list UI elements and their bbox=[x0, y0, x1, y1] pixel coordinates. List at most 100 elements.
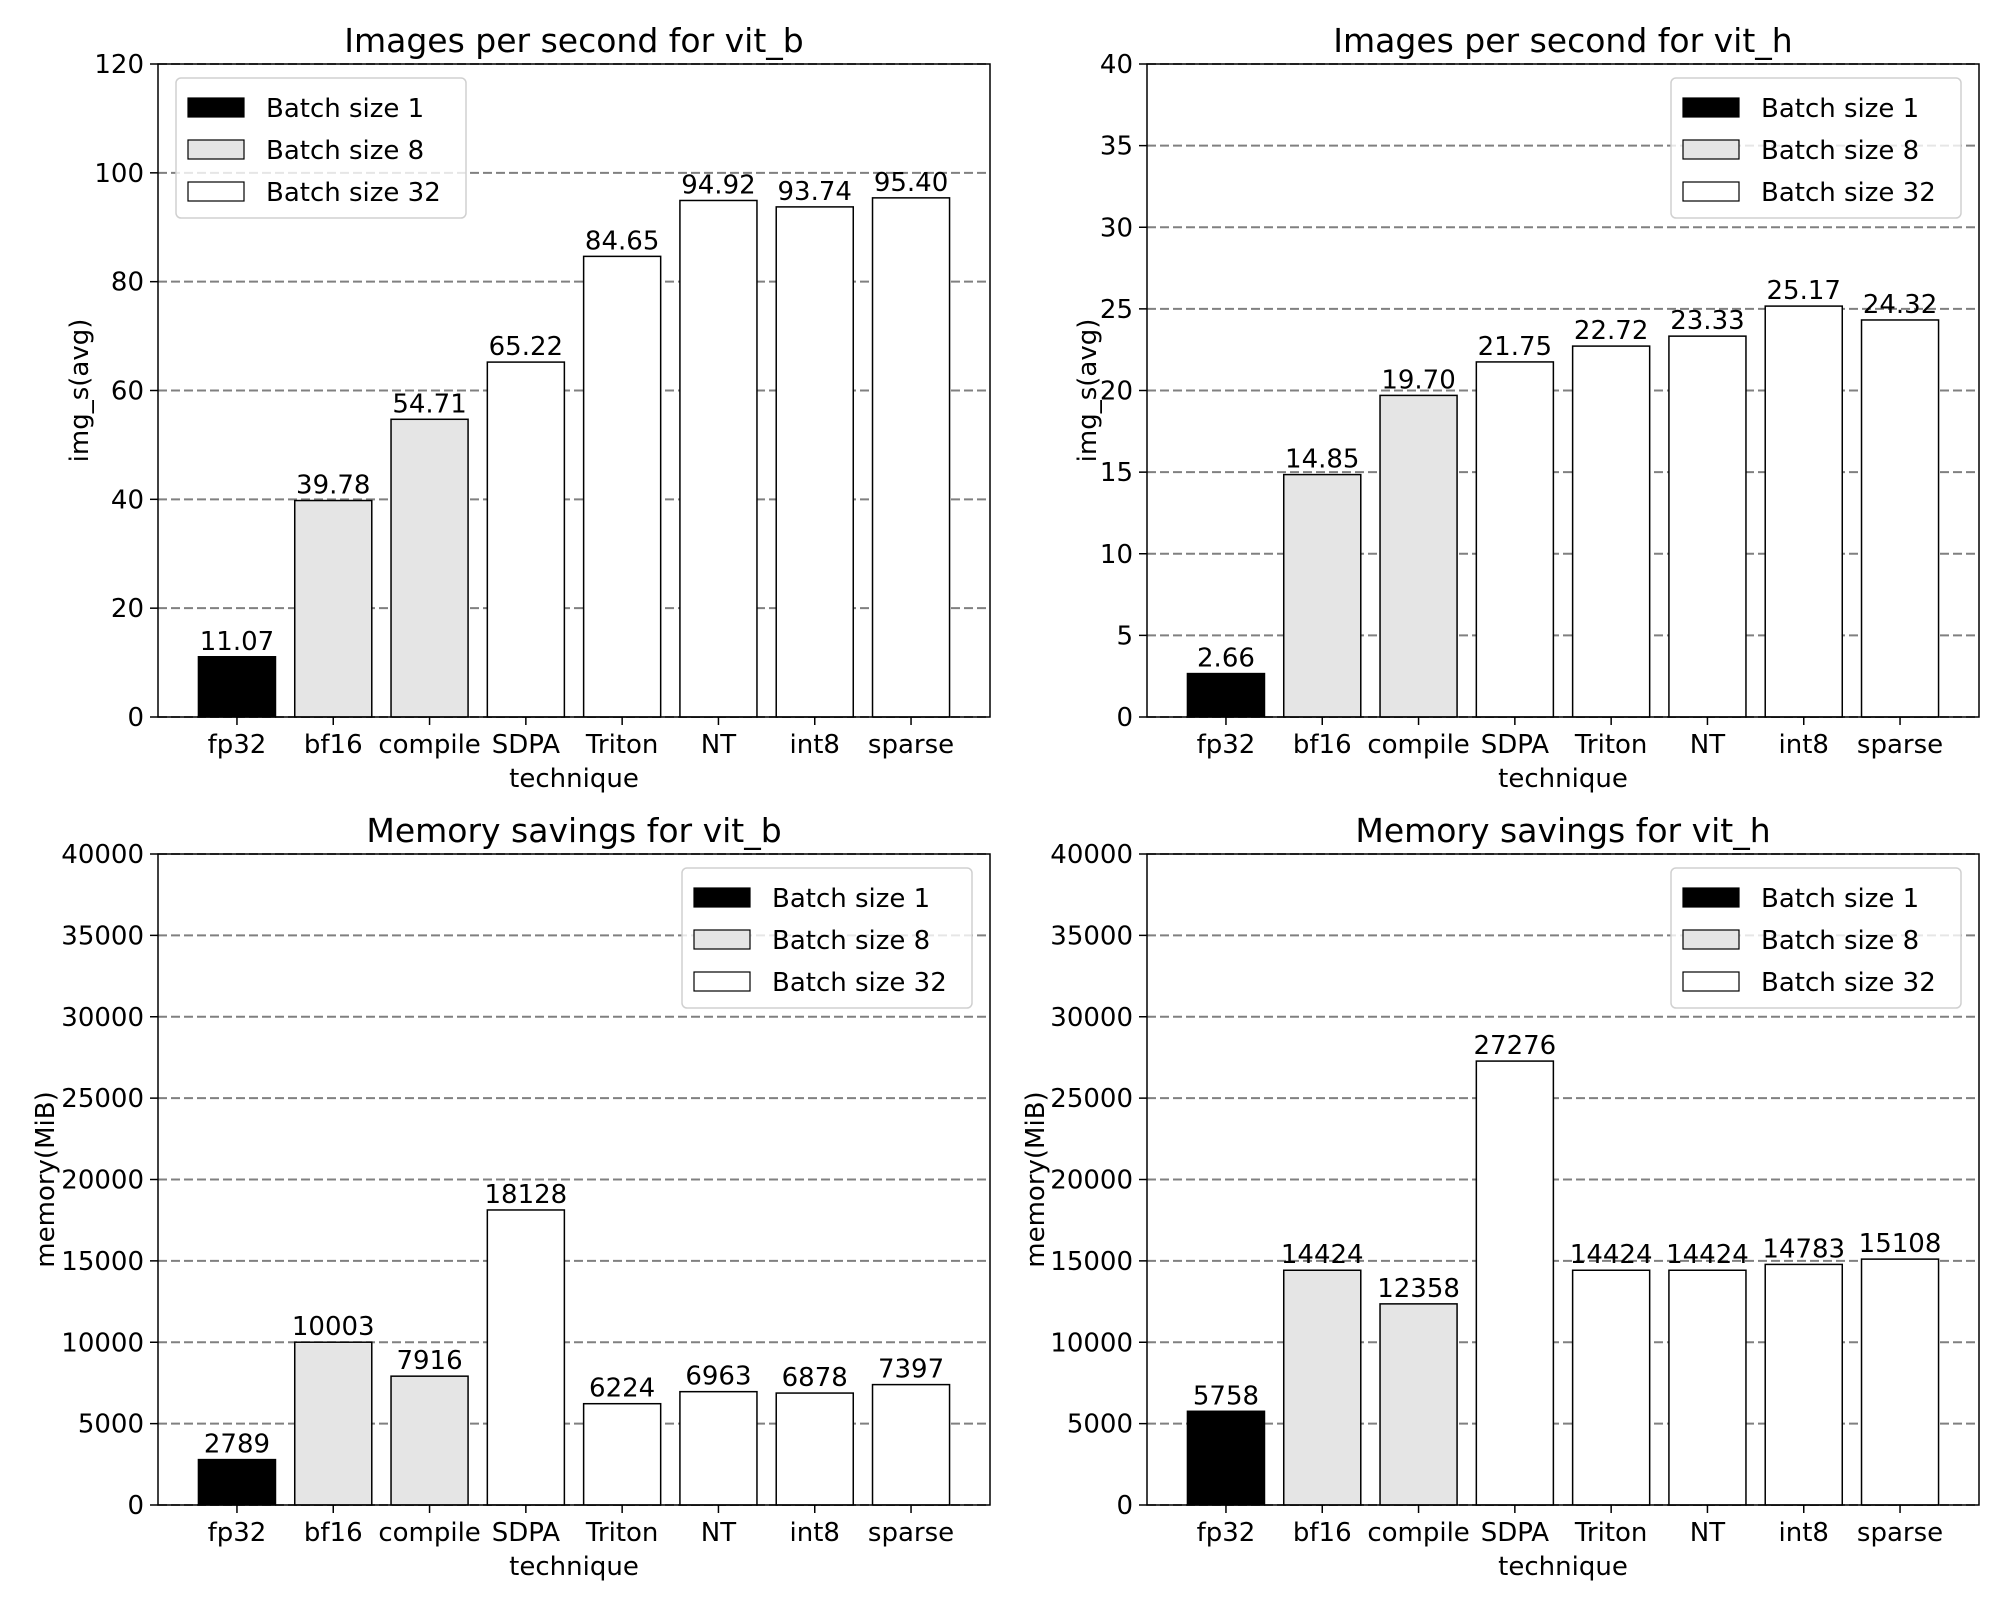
x-tick-label: bf16 bbox=[1293, 1518, 1352, 1548]
bar-value-label: 15108 bbox=[1859, 1229, 1942, 1259]
y-tick-label: 15 bbox=[1100, 458, 1133, 488]
bar-value-label: 14424 bbox=[1281, 1240, 1364, 1270]
y-tick-label: 5 bbox=[1116, 621, 1133, 651]
y-axis-label: img_s(avg) bbox=[65, 319, 95, 463]
legend-box bbox=[681, 867, 973, 1009]
x-axis-label: technique bbox=[509, 764, 639, 794]
bar-value-label: 19.70 bbox=[1381, 365, 1455, 395]
bar-value-label: 11.07 bbox=[200, 627, 274, 657]
bar-bf16 bbox=[293, 1341, 373, 1506]
x-axis-label: technique bbox=[509, 1552, 639, 1582]
legend-label: Batch size 8 bbox=[1761, 926, 1919, 956]
y-tick-label: 120 bbox=[94, 50, 144, 80]
bar-value-label: 84.65 bbox=[585, 226, 659, 256]
axes-frame bbox=[1146, 63, 1980, 718]
y-tick-label: 35 bbox=[1100, 132, 1133, 162]
bar-value-label: 95.40 bbox=[874, 168, 948, 198]
bar-value-label: 14424 bbox=[1570, 1240, 1653, 1270]
y-tick-label: 35000 bbox=[61, 921, 144, 951]
chart-1: 0 5 10 15 20 25 30 35 40 2.66 fp32 14.85 bf16 19.70 co… bbox=[1073, 21, 1980, 794]
bar-value-label: 14783 bbox=[1762, 1234, 1845, 1264]
bar-value-label: 2789 bbox=[204, 1430, 270, 1460]
chart-0: 0 20 40 60 80 100 120 11.07 fp32 39.78 bf16 54.71 co… bbox=[65, 21, 991, 794]
legend: Batch size 1 Batch size 8 Batch size 32 bbox=[175, 77, 467, 219]
x-tick-label: SDPA bbox=[1481, 1518, 1550, 1548]
y-tick-label: 0 bbox=[1116, 1491, 1133, 1521]
x-tick-label: fp32 bbox=[1197, 730, 1256, 760]
x-tick-label: sparse bbox=[1857, 730, 1943, 760]
bar-value-label: 65.22 bbox=[489, 332, 563, 362]
y-tick-label: 40000 bbox=[61, 840, 144, 870]
x-axis-label: technique bbox=[1498, 764, 1628, 794]
bar-value-label: 21.75 bbox=[1478, 332, 1552, 362]
bar-value-label: 5758 bbox=[1193, 1381, 1259, 1411]
legend-box bbox=[175, 77, 467, 219]
legend-swatch bbox=[1682, 887, 1740, 908]
bar-value-label: 25.17 bbox=[1767, 276, 1841, 306]
x-tick-label: bf16 bbox=[304, 1518, 363, 1548]
x-tick-label: compile bbox=[378, 1518, 480, 1548]
y-tick-label: 100 bbox=[94, 159, 144, 189]
legend-swatch bbox=[187, 97, 245, 118]
x-tick-label: NT bbox=[1690, 1518, 1725, 1548]
y-tick-label: 30000 bbox=[1050, 1003, 1133, 1033]
x-tick-label: compile bbox=[1367, 1518, 1469, 1548]
bar-sparse bbox=[1860, 1258, 1940, 1506]
x-tick-label: NT bbox=[701, 1518, 736, 1548]
bar-bf16 bbox=[1282, 1269, 1362, 1506]
bar-value-label: 6224 bbox=[589, 1374, 655, 1404]
legend-swatch bbox=[693, 887, 751, 908]
x-tick-label: Triton bbox=[1574, 1518, 1648, 1548]
y-tick-label: 80 bbox=[111, 268, 144, 298]
bar-value-label: 18128 bbox=[484, 1180, 567, 1210]
bar-value-label: 23.33 bbox=[1670, 306, 1744, 336]
bar-int8 bbox=[775, 206, 855, 718]
legend-label: Batch size 32 bbox=[1761, 178, 1936, 208]
x-tick-label: Triton bbox=[585, 730, 659, 760]
y-axis-label: img_s(avg) bbox=[1073, 319, 1103, 463]
legend-swatch bbox=[1682, 97, 1740, 118]
x-tick-label: int8 bbox=[1779, 730, 1829, 760]
y-axis-label: memory(MiB) bbox=[31, 1091, 61, 1267]
y-tick-label: 30 bbox=[1100, 213, 1133, 243]
legend-label: Batch size 8 bbox=[266, 136, 424, 166]
bar-bf16 bbox=[1282, 473, 1362, 718]
bar-value-label: 24.32 bbox=[1863, 290, 1937, 320]
x-tick-label: sparse bbox=[868, 1518, 954, 1548]
y-tick-label: 40000 bbox=[1050, 840, 1133, 870]
y-tick-label: 5000 bbox=[78, 1410, 144, 1440]
axes-frame bbox=[157, 63, 991, 718]
legend-label: Batch size 32 bbox=[772, 968, 947, 998]
y-tick-label: 60 bbox=[111, 377, 144, 407]
bar-NT bbox=[1668, 335, 1747, 718]
x-tick-label: Triton bbox=[1574, 730, 1648, 760]
y-tick-label: 20 bbox=[111, 594, 144, 624]
bar-fp32 bbox=[1186, 1410, 1266, 1506]
legend-swatch bbox=[1682, 181, 1740, 202]
y-tick-label: 10000 bbox=[61, 1328, 144, 1358]
y-tick-label: 35000 bbox=[1050, 921, 1133, 951]
y-tick-label: 5000 bbox=[1067, 1410, 1133, 1440]
x-tick-label: Triton bbox=[585, 1518, 659, 1548]
bar-fp32 bbox=[197, 1458, 277, 1506]
bar-compile bbox=[1379, 1303, 1458, 1506]
bar-SDPA bbox=[486, 361, 566, 718]
bar-NT bbox=[1668, 1269, 1747, 1506]
legend-swatch bbox=[1682, 139, 1740, 160]
legend: Batch size 1 Batch size 8 Batch size 32 bbox=[1670, 77, 1962, 219]
bar-value-label: 7397 bbox=[878, 1355, 944, 1385]
bar-int8 bbox=[1764, 1263, 1844, 1506]
bar-SDPA bbox=[486, 1209, 566, 1506]
bar-sparse bbox=[1860, 319, 1940, 718]
chart-title: Memory savings for vit_h bbox=[1355, 811, 1770, 850]
y-tick-label: 15000 bbox=[1050, 1247, 1133, 1277]
legend-label: Batch size 1 bbox=[1761, 94, 1919, 124]
legend-box bbox=[1670, 867, 1962, 1009]
y-tick-label: 15000 bbox=[61, 1247, 144, 1277]
legend: Batch size 1 Batch size 8 Batch size 32 bbox=[681, 867, 973, 1009]
bar-value-label: 94.92 bbox=[681, 170, 755, 200]
bar-value-label: 14.85 bbox=[1285, 445, 1359, 475]
chart-3: 0 5000 10000 15000 20000 25000 30000 35000 40000… bbox=[1021, 811, 1980, 1582]
y-tick-label: 20 bbox=[1100, 377, 1133, 407]
